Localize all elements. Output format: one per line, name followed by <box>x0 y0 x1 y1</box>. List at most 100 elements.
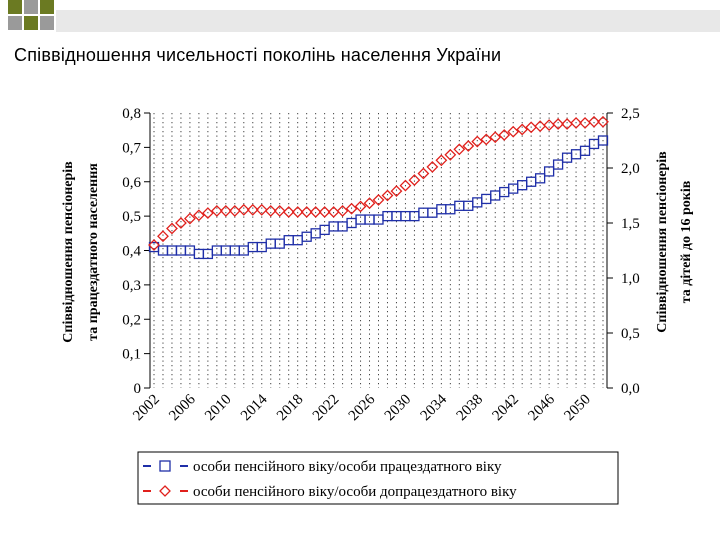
data-point-diamond <box>435 154 448 167</box>
legend-label: особи пенсійного віку/особи допрацездатн… <box>193 484 517 500</box>
data-point-square <box>597 135 609 146</box>
data-point-square <box>454 200 465 211</box>
legend-label: особи пенсійного віку/особи працездатног… <box>193 459 502 475</box>
data-point-diamond <box>192 209 205 222</box>
data-point-diamond <box>462 140 475 152</box>
data-point-diamond <box>480 133 493 146</box>
data-point-diamond <box>219 204 232 217</box>
y-axis-label-line1: Співвідношення пенсіонерів <box>61 161 76 343</box>
y2-axis-label-line1: Співвідношення пенсіонерів <box>655 151 670 333</box>
data-point-square <box>355 214 366 225</box>
y2-tick-label: 1,0 <box>621 271 640 287</box>
data-point-square <box>463 200 474 211</box>
data-point-diamond <box>561 118 573 130</box>
y2-tick-label: 2,5 <box>621 106 640 122</box>
data-point-diamond <box>426 160 439 173</box>
x-tick-label: 2046 <box>525 391 558 424</box>
y2-tick-label: 2,0 <box>621 161 640 177</box>
data-point-diamond <box>166 222 178 235</box>
x-tick-label: 2006 <box>166 391 199 424</box>
x-tick-label: 2010 <box>202 392 235 425</box>
data-point-diamond <box>210 204 223 217</box>
x-tick-label: 2022 <box>310 392 343 425</box>
data-point-diamond <box>264 204 277 217</box>
data-point-diamond <box>228 204 241 217</box>
y-tick-label: 0 <box>134 381 142 397</box>
data-point-diamond <box>354 200 367 213</box>
chart-legend: особи пенсійного віку/особи працездатног… <box>137 451 619 505</box>
data-point-diamond <box>570 116 582 129</box>
data-point-diamond <box>291 206 304 218</box>
data-point-diamond <box>471 135 484 148</box>
x-tick-label: 2042 <box>490 392 523 425</box>
data-point-square <box>319 224 330 236</box>
data-point-diamond <box>336 204 349 217</box>
data-point-diamond <box>543 119 556 132</box>
y-tick-label: 0,1 <box>122 347 141 363</box>
y-tick-label: 0,2 <box>122 312 141 328</box>
series-1 <box>148 135 609 260</box>
data-point-square <box>373 214 384 225</box>
legend-box <box>137 451 619 505</box>
data-point-diamond <box>444 148 457 161</box>
x-tick-label: 2030 <box>382 392 415 425</box>
data-point-diamond <box>237 203 250 216</box>
data-point-diamond <box>184 212 196 225</box>
y-tick-label: 0,5 <box>122 209 141 225</box>
data-point-diamond <box>498 129 511 141</box>
data-point-square <box>364 214 375 225</box>
chart-grid <box>153 113 604 388</box>
deco-block <box>8 16 22 30</box>
data-point-diamond <box>282 206 295 218</box>
slide-title: Співвідношення чисельності поколінь насе… <box>14 45 502 65</box>
data-point-diamond <box>148 239 160 251</box>
deco-block <box>40 16 54 30</box>
deco-block <box>8 0 22 14</box>
y-tick-label: 0,3 <box>122 278 141 294</box>
data-point-diamond <box>345 202 358 215</box>
deco-band <box>56 10 720 32</box>
data-point-diamond <box>390 185 403 198</box>
legend-marker-square <box>159 460 171 472</box>
y2-axis-label-line2: та дітей до 16 років <box>679 180 694 303</box>
x-tick-label: 2018 <box>274 392 307 425</box>
data-point-diamond <box>417 167 430 180</box>
title-decoration-blocks <box>8 0 720 32</box>
x-tick-label: 2034 <box>418 391 451 424</box>
legend-marker-diamond <box>159 485 171 497</box>
y2-tick-label: 1,5 <box>621 216 640 232</box>
data-point-diamond <box>157 230 169 243</box>
x-tick-label: 2014 <box>238 391 271 424</box>
y-tick-label: 0,8 <box>122 106 141 122</box>
data-point-diamond <box>372 193 385 206</box>
data-point-diamond <box>246 203 259 216</box>
data-point-diamond <box>309 206 322 218</box>
data-point-square <box>543 166 555 177</box>
data-point-diamond <box>516 123 529 136</box>
data-point-square <box>534 173 546 184</box>
data-point-diamond <box>525 121 538 134</box>
data-point-diamond <box>597 115 609 128</box>
deco-block <box>24 0 38 14</box>
y2-tick-label: 0,0 <box>621 381 640 397</box>
data-point-diamond <box>534 120 547 133</box>
series-2 <box>148 115 609 251</box>
y-tick-label: 0,6 <box>122 175 141 191</box>
data-point-diamond <box>408 174 421 187</box>
data-point-diamond <box>175 217 187 229</box>
y-tick-label: 0,4 <box>122 244 141 260</box>
deco-block <box>24 16 38 30</box>
data-point-diamond <box>453 143 466 156</box>
deco-block <box>40 0 54 14</box>
data-point-diamond <box>300 206 313 218</box>
x-tick-label: 2038 <box>454 392 487 425</box>
x-tick-label: 2026 <box>346 391 379 424</box>
data-point-diamond <box>507 125 520 138</box>
y-tick-label: 0,7 <box>122 140 141 156</box>
data-point-square <box>499 186 510 198</box>
data-point-square <box>526 176 537 187</box>
data-point-diamond <box>327 206 340 218</box>
data-point-diamond <box>579 116 591 129</box>
data-point-diamond <box>489 131 502 144</box>
